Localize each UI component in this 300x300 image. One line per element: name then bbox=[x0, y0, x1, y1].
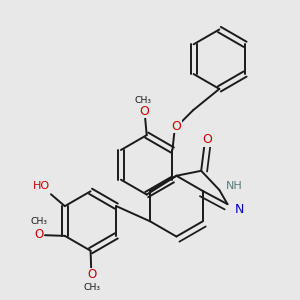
Text: HO: HO bbox=[32, 181, 50, 191]
Text: O: O bbox=[202, 133, 212, 146]
Text: CH₃: CH₃ bbox=[31, 218, 48, 226]
Text: CH₃: CH₃ bbox=[83, 283, 100, 292]
Text: O: O bbox=[172, 120, 182, 133]
Text: O: O bbox=[87, 268, 97, 281]
Text: O: O bbox=[34, 228, 44, 241]
Text: CH₃: CH₃ bbox=[135, 96, 152, 105]
Text: NH: NH bbox=[226, 181, 243, 191]
Text: O: O bbox=[140, 104, 149, 118]
Text: N: N bbox=[234, 202, 244, 216]
